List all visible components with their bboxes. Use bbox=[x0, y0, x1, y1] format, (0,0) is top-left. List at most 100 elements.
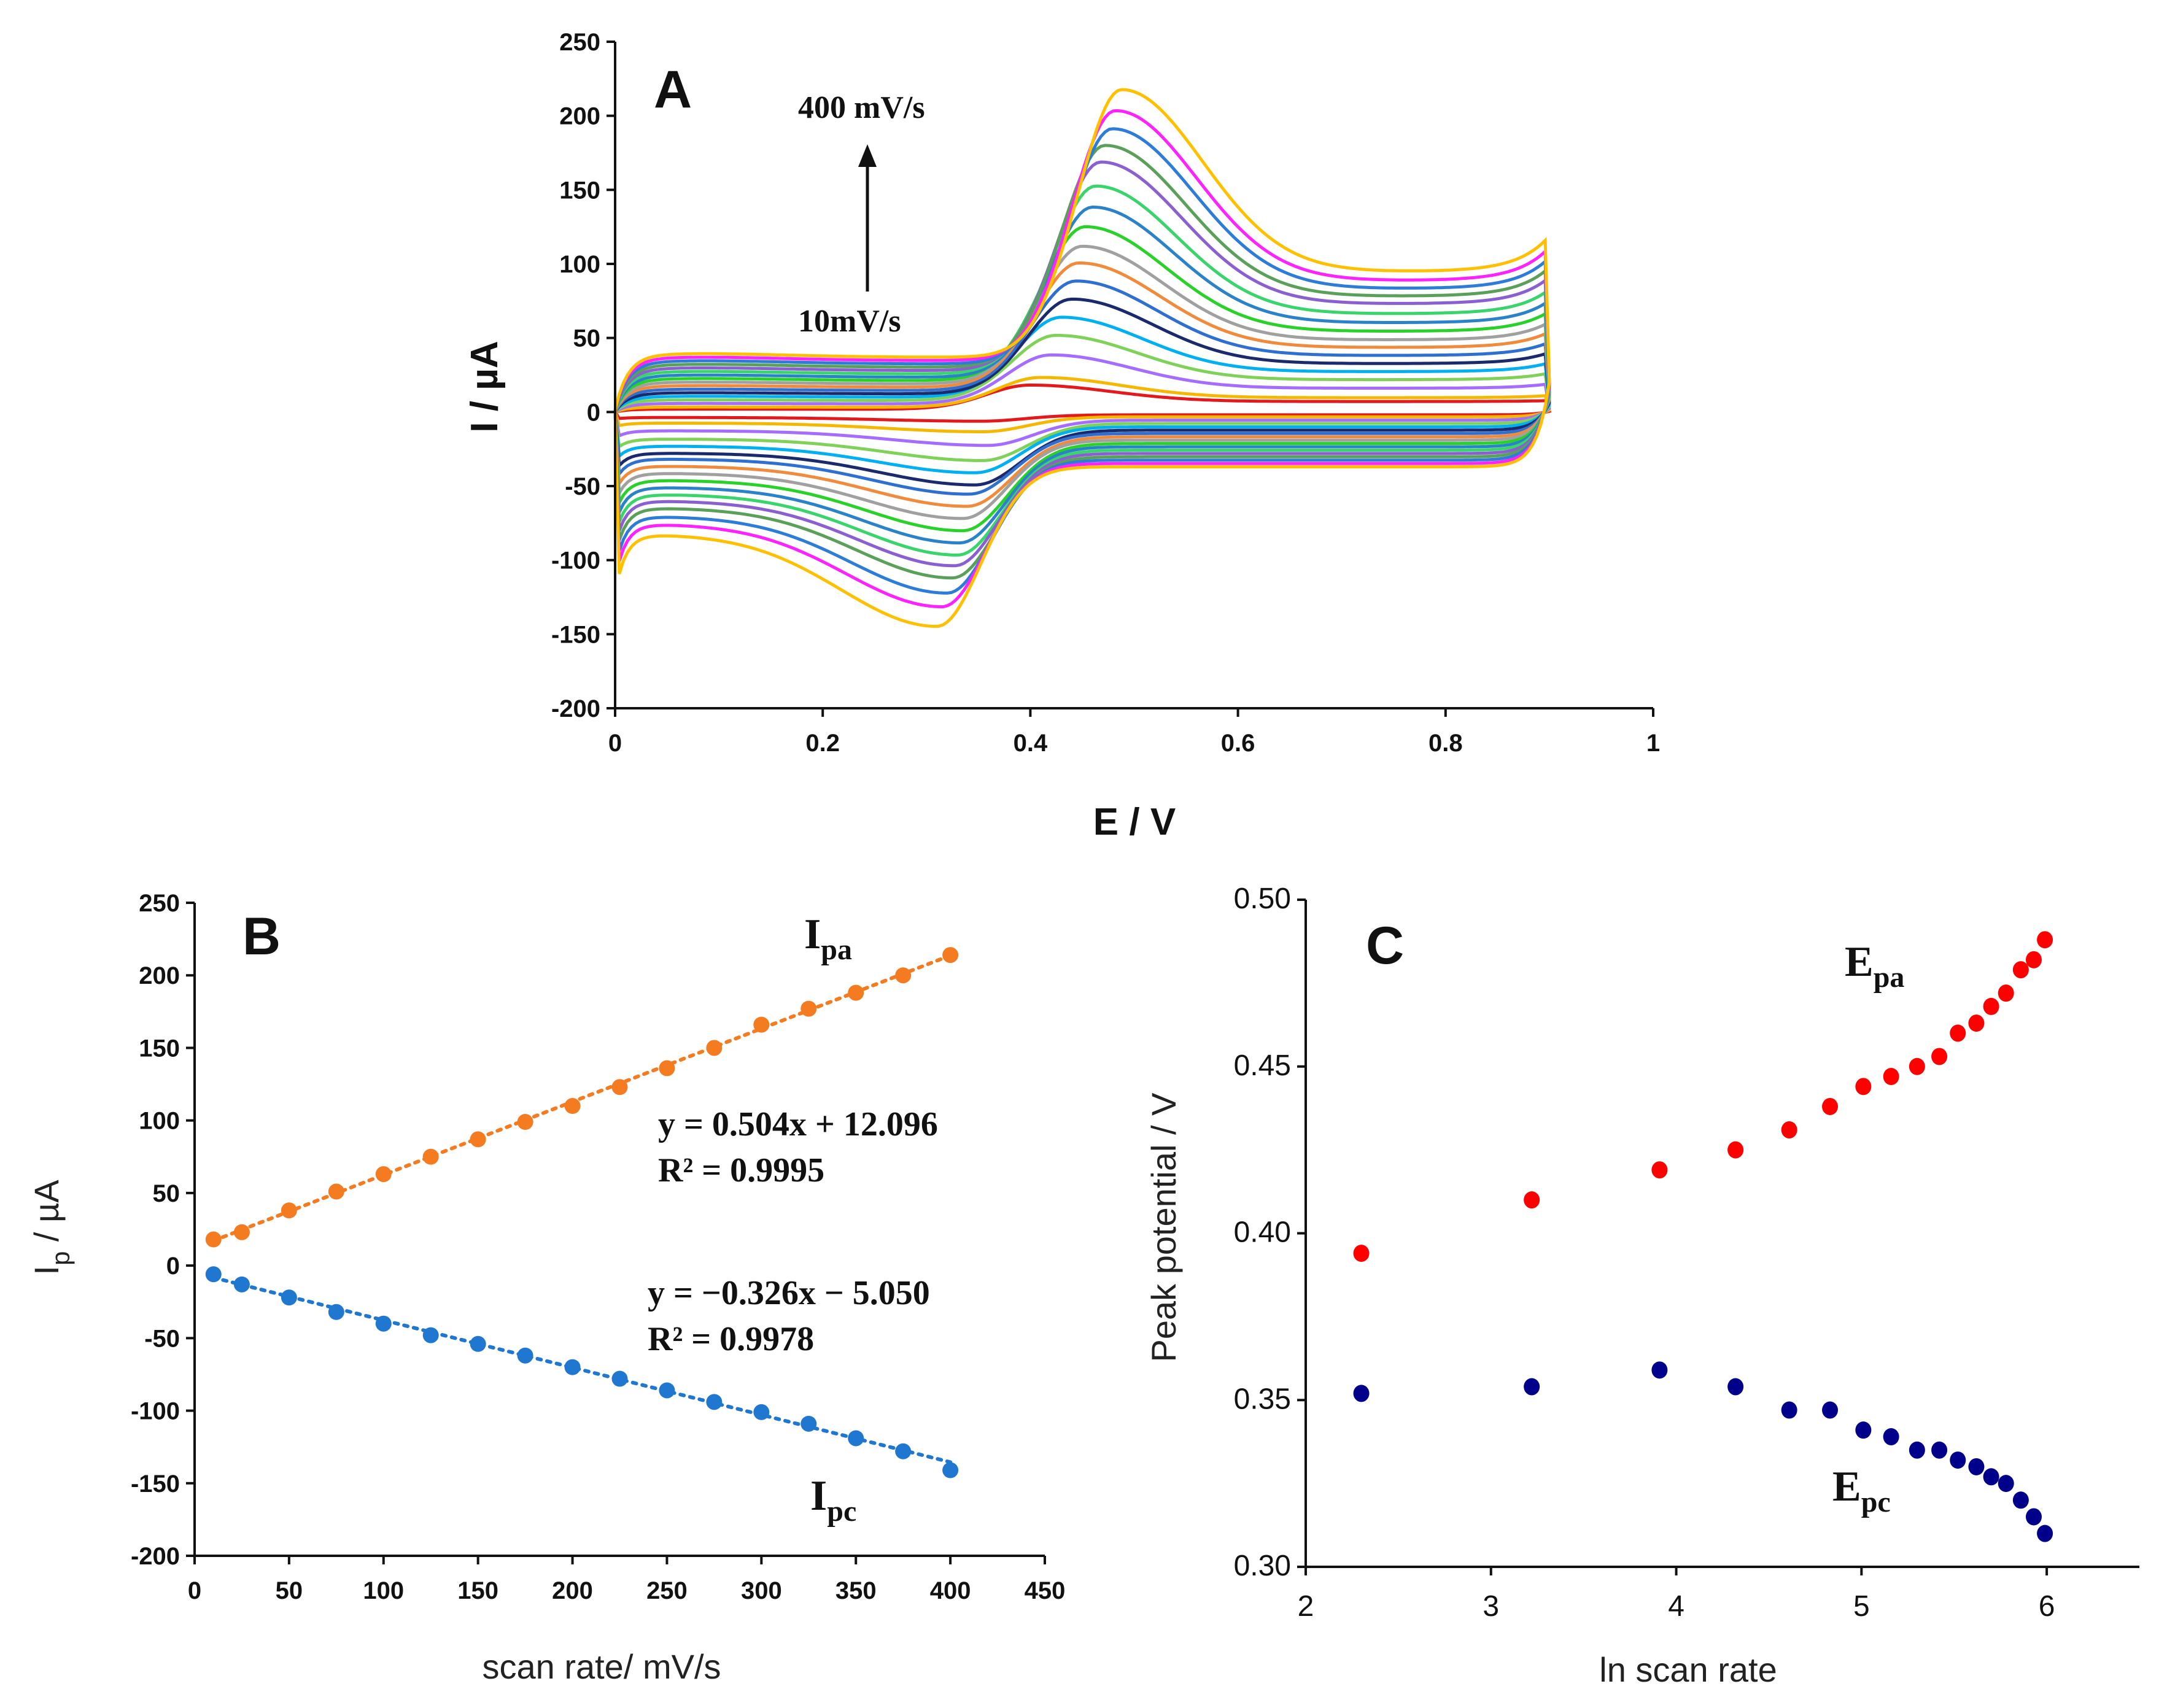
label-ipa: Ipa bbox=[804, 911, 852, 966]
point-Ipc bbox=[233, 1276, 250, 1293]
panel-a-xlabel: E / V bbox=[1093, 801, 1176, 843]
x-tick-label: 300 bbox=[741, 1577, 782, 1604]
point-Ipa bbox=[205, 1231, 222, 1248]
point-Ipc bbox=[801, 1415, 817, 1432]
point-Ipa bbox=[564, 1098, 581, 1115]
point-Epc bbox=[1998, 1475, 2014, 1493]
cv-curve-400-mvs bbox=[613, 88, 1551, 628]
point-Ipa bbox=[375, 1166, 392, 1183]
cv-curve-250-mvs bbox=[613, 205, 1551, 545]
point-Ipc bbox=[328, 1304, 344, 1320]
y-tick-label: -150 bbox=[551, 621, 600, 648]
ipa-fit-equation: y = 0.504x + 12.096 bbox=[658, 1105, 938, 1143]
point-Ipa bbox=[281, 1202, 297, 1219]
point-Epc bbox=[1950, 1451, 1966, 1469]
y-tick-label: 250 bbox=[559, 29, 600, 56]
y-tick-label: 0.35 bbox=[1234, 1383, 1291, 1415]
x-tick-label: 450 bbox=[1025, 1577, 1066, 1604]
y-tick-label: 100 bbox=[139, 1108, 180, 1135]
x-tick-label: 200 bbox=[552, 1577, 593, 1604]
label-epc: Epc bbox=[1832, 1463, 1891, 1518]
panel-c-label: C bbox=[1366, 916, 1404, 975]
point-Ipc bbox=[564, 1359, 581, 1375]
point-Epc bbox=[1983, 1468, 1999, 1486]
point-Epc bbox=[1822, 1401, 1839, 1419]
panel-c-ylabel: Peak potential / V bbox=[1144, 1092, 1183, 1362]
x-tick-label: 0 bbox=[188, 1577, 201, 1604]
point-Epc bbox=[2012, 1491, 2029, 1509]
point-Epa bbox=[1727, 1141, 1744, 1159]
cv-curves bbox=[612, 88, 1552, 628]
point-Epa bbox=[1931, 1048, 1948, 1065]
y-tick-label: -50 bbox=[144, 1325, 180, 1352]
y-tick-label: 250 bbox=[139, 890, 180, 917]
y-tick-label: -100 bbox=[551, 547, 600, 574]
y-tick-label: 200 bbox=[559, 103, 600, 130]
panel-b-axes: 250 200 150 100 50 0 -50 -100 -150 -200 0 50 100 150 2… bbox=[131, 890, 1065, 1604]
point-Epa bbox=[1950, 1024, 1966, 1042]
panel-b-ylabel: Ip / µA bbox=[27, 1180, 75, 1275]
point-Epa bbox=[2025, 951, 2042, 968]
point-Ipa bbox=[328, 1183, 344, 1200]
point-Ipc bbox=[706, 1394, 723, 1410]
x-tick-label: 100 bbox=[363, 1577, 404, 1604]
point-Ipc bbox=[470, 1335, 486, 1352]
x-tick-label: 50 bbox=[276, 1577, 303, 1604]
point-Epa bbox=[1524, 1191, 1540, 1209]
y-tick-label: -150 bbox=[131, 1470, 180, 1497]
arrow-up-icon bbox=[858, 144, 877, 167]
point-Epc bbox=[2025, 1508, 2042, 1526]
point-Ipc bbox=[848, 1430, 864, 1447]
point-Epa bbox=[2037, 931, 2053, 949]
point-Epc bbox=[1968, 1458, 1985, 1475]
point-Epa bbox=[1353, 1245, 1370, 1262]
point-Ipc bbox=[753, 1404, 770, 1420]
y-tick-label: 150 bbox=[139, 1035, 180, 1062]
y-tick-label: 0 bbox=[166, 1253, 180, 1280]
point-Ipc bbox=[659, 1382, 675, 1399]
point-Ipa bbox=[895, 967, 912, 984]
point-Ipa bbox=[848, 984, 864, 1001]
point-Epa bbox=[1983, 997, 1999, 1015]
y-tick-label: -200 bbox=[131, 1543, 180, 1570]
point-Epc bbox=[1855, 1421, 1872, 1439]
point-Epc bbox=[1353, 1385, 1370, 1402]
x-tick-label: 3 bbox=[1483, 1590, 1499, 1623]
ipc-fit-r2: R² = 0.9978 bbox=[648, 1320, 814, 1358]
point-Ipa bbox=[659, 1060, 675, 1076]
ipa-fit-r2: R² = 0.9995 bbox=[658, 1151, 824, 1189]
panel-a-cv-plot: 250 200 150 100 50 0 -50 -100 -150 -200 0 0.2 0.4 0.6… bbox=[463, 29, 1660, 843]
x-tick-label: 0.8 bbox=[1429, 730, 1463, 757]
panel-c-xlabel: ln scan rate bbox=[1599, 1650, 1777, 1689]
point-Epc bbox=[2037, 1524, 2053, 1542]
panel-b-peak-current-plot: 250 200 150 100 50 0 -50 -100 -150 -200 0 50 100 150 2… bbox=[27, 890, 1065, 1686]
panel-b-marks bbox=[205, 947, 959, 1478]
point-Epa bbox=[1909, 1057, 1925, 1075]
point-Epa bbox=[1781, 1121, 1797, 1139]
point-Ipc bbox=[517, 1347, 533, 1364]
point-Ipc bbox=[942, 1462, 959, 1478]
y-tick-label: 0.40 bbox=[1234, 1216, 1291, 1249]
point-Epc bbox=[1909, 1441, 1925, 1459]
point-Ipa bbox=[233, 1224, 250, 1240]
x-tick-label: 0.6 bbox=[1221, 730, 1255, 757]
y-tick-label: -50 bbox=[565, 473, 600, 500]
y-tick-label: 200 bbox=[139, 962, 180, 989]
point-Epa bbox=[1968, 1014, 1985, 1032]
point-Ipc bbox=[281, 1289, 297, 1306]
point-Ipa bbox=[706, 1040, 723, 1056]
point-Epc bbox=[1524, 1378, 1540, 1396]
panel-a-label: A bbox=[654, 60, 692, 119]
point-Epc bbox=[1931, 1441, 1948, 1459]
x-tick-label: 1 bbox=[1646, 730, 1660, 757]
point-Epa bbox=[1998, 984, 2014, 1002]
annotation-10: 10mV/s bbox=[798, 304, 901, 339]
point-Ipc bbox=[375, 1315, 392, 1332]
x-tick-label: 5 bbox=[1853, 1590, 1870, 1623]
panel-a-axes: 250 200 150 100 50 0 -50 -100 -150 -200 0 0.2 0.4 0.6… bbox=[551, 29, 1660, 757]
point-Epa bbox=[1822, 1097, 1839, 1115]
point-Epa bbox=[1883, 1068, 1899, 1086]
point-Ipc bbox=[895, 1443, 912, 1459]
point-Ipa bbox=[517, 1114, 533, 1130]
point-Ipa bbox=[942, 947, 959, 964]
